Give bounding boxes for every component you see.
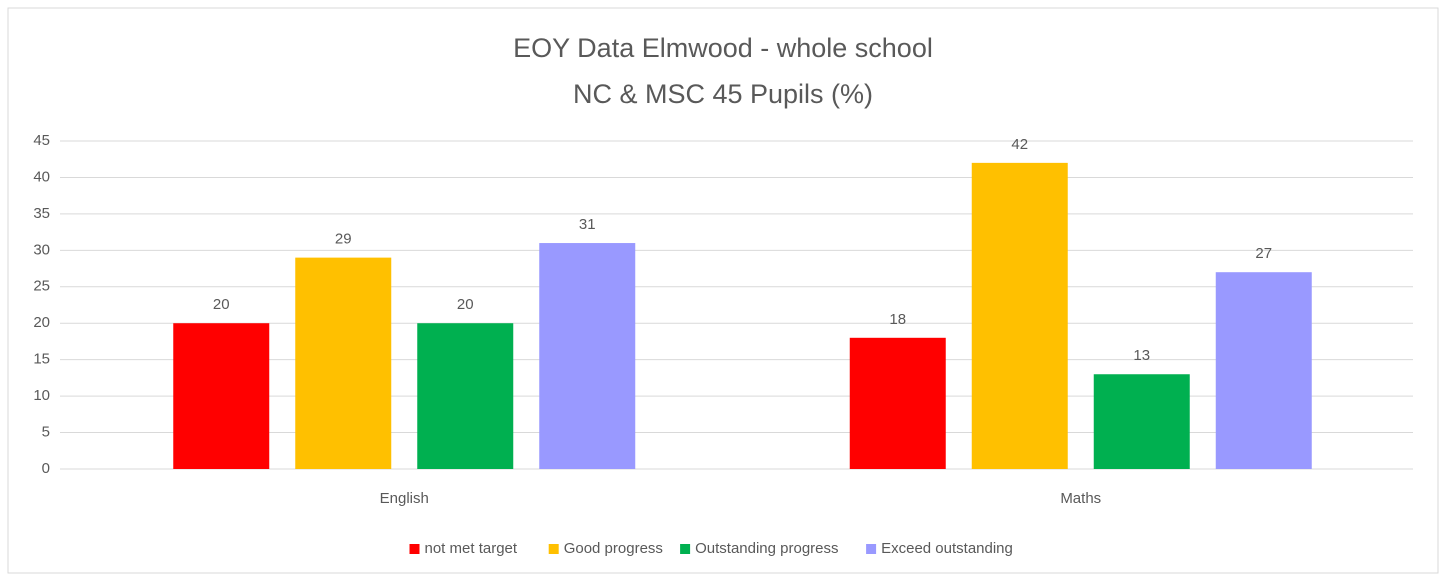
legend-label: Exceed outstanding [881,540,1013,557]
x-tick-label: English [380,490,429,507]
data-label: 29 [335,231,352,248]
bar [173,323,270,469]
bar [417,323,514,469]
bar [971,162,1068,469]
y-tick-label: 10 [33,387,50,404]
y-tick-label: 5 [42,424,50,441]
y-tick-label: 20 [33,314,50,331]
bar [295,257,392,469]
legend-swatch [680,544,691,554]
chart-subtitle: NC & MSC 45 Pupils (%) [573,79,873,109]
bar [1215,272,1312,469]
legend-swatch [866,544,877,554]
legend-label: not met target [425,540,518,557]
chart-title: EOY Data Elmwood - whole school [513,33,933,63]
bar [539,243,636,469]
data-label: 13 [1133,347,1150,364]
y-tick-label: 15 [33,351,50,368]
y-tick-label: 30 [33,241,50,258]
legend-swatch [409,544,420,554]
y-tick-label: 45 [33,132,50,149]
bar [849,337,946,469]
bar [1093,374,1190,469]
y-tick-label: 25 [33,278,50,295]
x-tick-label: Maths [1060,490,1101,507]
data-label: 20 [457,296,474,313]
y-tick-label: 35 [33,205,50,222]
data-label: 42 [1011,136,1028,153]
legend-label: Outstanding progress [695,540,838,557]
y-tick-label: 40 [33,168,50,185]
legend-label: Good progress [564,540,663,557]
data-label: 31 [579,216,596,233]
legend-swatch [548,544,559,554]
data-label: 20 [213,296,230,313]
data-label: 18 [889,311,906,328]
chart-border [7,7,1439,574]
y-tick-label: 0 [42,460,50,477]
data-label: 27 [1255,245,1272,262]
